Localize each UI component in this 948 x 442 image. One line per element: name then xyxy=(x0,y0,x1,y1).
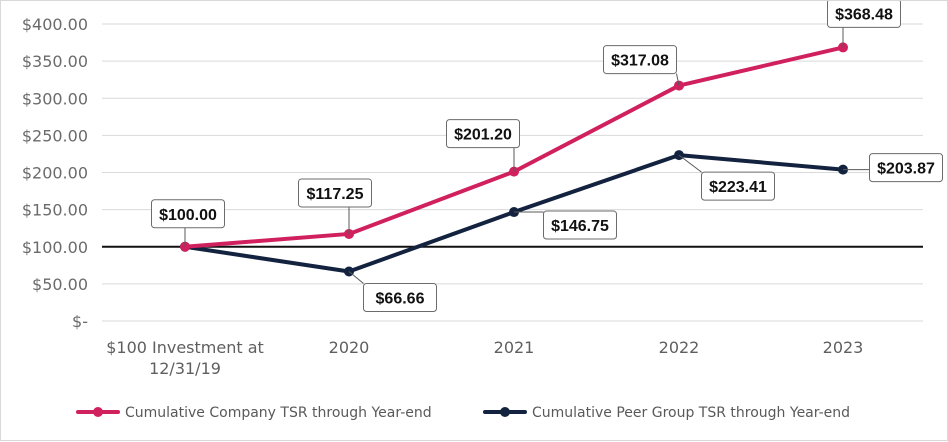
y-tick-label: $50.00 xyxy=(32,275,88,294)
data-label: $223.41 xyxy=(709,179,767,196)
data-label: $368.48 xyxy=(835,6,893,23)
data-label: $117.25 xyxy=(307,186,364,203)
x-category-label: 2021 xyxy=(494,338,535,357)
y-tick-label: $250.00 xyxy=(22,126,88,145)
x-category-label: 2020 xyxy=(329,338,370,357)
x-category-label: 2022 xyxy=(659,338,700,357)
x-category-label-line2: 12/31/19 xyxy=(149,359,221,378)
y-tick-label: $150.00 xyxy=(22,201,88,220)
data-label-box xyxy=(298,178,372,208)
data-label-box xyxy=(603,45,677,75)
legend-peer-label: Cumulative Peer Group TSR through Year-e… xyxy=(532,405,850,421)
data-label: $317.08 xyxy=(611,53,669,70)
y-tick-label: $- xyxy=(72,312,88,331)
x-category-label: $100 Investment at xyxy=(106,338,264,357)
data-label: $201.20 xyxy=(454,127,512,144)
data-label-pointer xyxy=(678,154,702,173)
data-label-box xyxy=(363,283,437,313)
data-label-pointer xyxy=(348,271,364,284)
x-category-label: 2023 xyxy=(823,338,864,357)
y-tick-label: $400.00 xyxy=(22,15,88,34)
y-tick-label: $300.00 xyxy=(22,89,88,108)
y-tick-label: $100.00 xyxy=(22,238,88,257)
data-label-box xyxy=(701,171,775,201)
data-label: $66.66 xyxy=(376,291,425,308)
y-tick-label: $350.00 xyxy=(22,52,88,71)
data-label-box xyxy=(869,153,943,183)
data-label-pointer xyxy=(676,73,680,86)
data-label-box xyxy=(151,199,225,229)
y-tick-label: $200.00 xyxy=(22,164,88,183)
data-label: $203.87 xyxy=(877,161,935,178)
data-label: $146.75 xyxy=(551,218,609,235)
data-label-box xyxy=(827,1,901,28)
legend-company-label: Cumulative Company TSR through Year-end xyxy=(125,405,432,421)
data-label-box xyxy=(446,119,520,149)
legend-company-marker xyxy=(93,407,103,417)
legend-peer-marker xyxy=(500,407,510,417)
data-label: $100.00 xyxy=(159,207,217,224)
data-label-box xyxy=(543,210,617,240)
